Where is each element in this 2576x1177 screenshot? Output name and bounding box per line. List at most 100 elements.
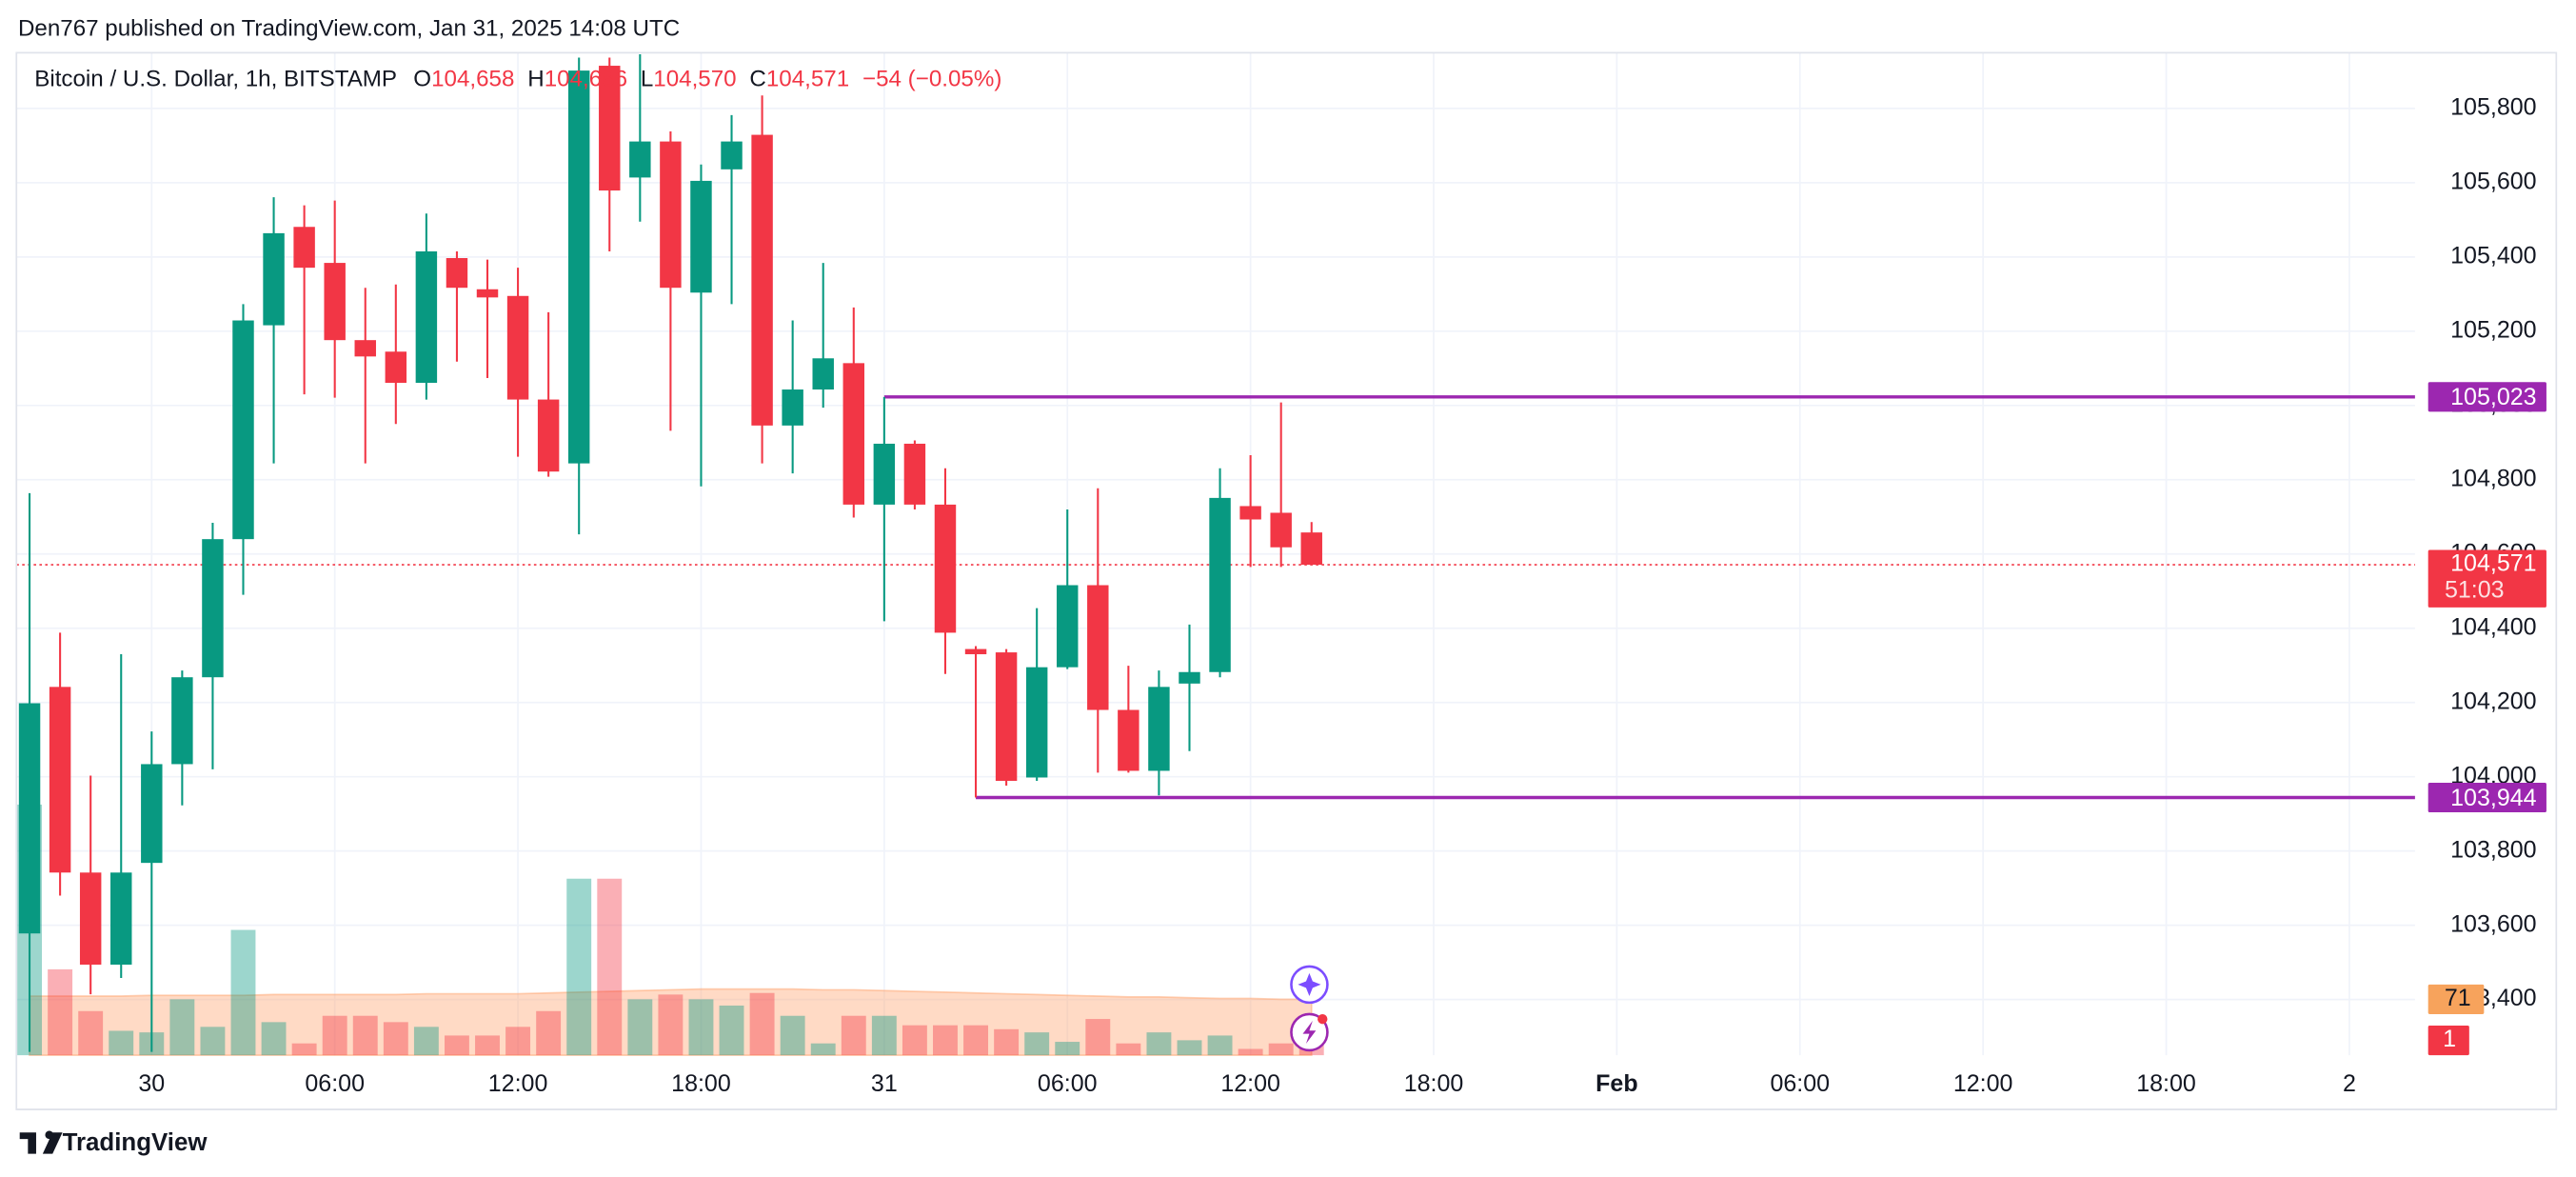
- candle-body: [110, 872, 132, 965]
- x-tick-label: 31: [871, 1070, 898, 1097]
- candle-body: [751, 134, 773, 426]
- candle-body: [232, 320, 254, 540]
- volume-pane: [17, 804, 1324, 1056]
- level-badge: [2427, 382, 2546, 412]
- volume-bar: [352, 1015, 378, 1056]
- volume-badge-label: 1: [2443, 1026, 2456, 1052]
- candle-body: [171, 677, 193, 765]
- candle-body: [1209, 497, 1231, 672]
- legend-value: 104,571: [766, 67, 849, 92]
- sparkle-icon: [1298, 972, 1321, 996]
- candle-body: [812, 358, 834, 390]
- candle-body: [567, 70, 590, 464]
- volume-bar: [169, 999, 195, 1056]
- candle-body: [49, 687, 71, 873]
- volume-bar: [841, 1015, 866, 1056]
- candle-body: [782, 389, 803, 426]
- y-tick-label: 105,200: [2450, 316, 2536, 343]
- volume-bar: [1055, 1042, 1080, 1056]
- y-tick-label: 105,800: [2450, 93, 2536, 120]
- volume-bar: [291, 1043, 317, 1056]
- candle-body: [476, 289, 499, 298]
- tv-logo: [19, 1130, 63, 1154]
- x-tick-label: 06:00: [1038, 1070, 1098, 1097]
- volume-bar: [383, 1022, 408, 1056]
- volume-bar: [1146, 1032, 1172, 1056]
- candle-body: [1300, 532, 1322, 566]
- level-label: 105,023: [2450, 384, 2536, 410]
- volume-ma-badge: [2427, 984, 2485, 1014]
- volume-bar: [261, 1022, 287, 1056]
- candle-body: [1148, 687, 1170, 771]
- volume-badge: [2427, 1026, 2469, 1056]
- volume-bar: [963, 1025, 988, 1056]
- x-tick-label: 30: [138, 1070, 165, 1097]
- volume-bar: [810, 1043, 836, 1056]
- volume-bar: [566, 878, 592, 1056]
- candle-body: [354, 340, 376, 357]
- volume-bar: [475, 1035, 500, 1056]
- volume-bar: [1024, 1032, 1050, 1056]
- legend-key: C: [749, 67, 765, 92]
- volume-bar: [1085, 1019, 1111, 1056]
- volume-ma-area: [29, 987, 1313, 1056]
- legend-key: L: [641, 67, 653, 92]
- y-tick-label: 103,800: [2450, 836, 2536, 863]
- candle-body: [79, 872, 102, 965]
- y-tick-label: 105,400: [2450, 242, 2536, 269]
- candle-body: [415, 250, 438, 384]
- candle-body: [995, 652, 1018, 781]
- volume-bar: [749, 992, 775, 1056]
- level-badge: [2427, 782, 2546, 813]
- candle-body: [964, 648, 987, 655]
- candle-body: [599, 66, 621, 191]
- volume-bar: [871, 1015, 897, 1056]
- volume-bar: [48, 968, 73, 1056]
- candle-body: [202, 539, 224, 678]
- candle-body: [18, 703, 41, 934]
- last-price-label: 104,571: [2450, 550, 2536, 577]
- publish-header: Den767 published on TradingView.com, Jan…: [18, 16, 680, 42]
- symbol-title: Bitcoin / U.S. Dollar, 1h, BITSTAMP: [34, 67, 397, 92]
- candle-body: [293, 227, 315, 269]
- x-tick-label: 06:00: [305, 1070, 365, 1097]
- chart-frame: [15, 51, 2558, 1110]
- x-tick-label: 2: [2343, 1070, 2356, 1097]
- legend-change: −54 (−0.05%): [862, 67, 1001, 92]
- volume-bar: [994, 1028, 1020, 1056]
- x-tick-label: 06:00: [1770, 1070, 1830, 1097]
- ohlc-legend: Bitcoin / U.S. Dollar, 1h, BITSTAMP O104,…: [34, 67, 1001, 92]
- volume-bar: [780, 1015, 805, 1056]
- volume-bar: [78, 1010, 104, 1056]
- volume-bar: [719, 1005, 744, 1056]
- volume-bar: [109, 1030, 134, 1056]
- y-tick-label: 104,200: [2450, 688, 2536, 714]
- level-label: 103,944: [2450, 785, 2537, 811]
- candle-body: [660, 141, 682, 289]
- y-tick-label: 104,800: [2450, 465, 2536, 491]
- x-tick-label: 18:00: [1404, 1070, 1464, 1097]
- notification-dot: [1318, 1013, 1328, 1025]
- countdown-label: 51:03: [2445, 576, 2505, 603]
- x-tick-label: 18:00: [2136, 1070, 2196, 1097]
- legend-value: 104,658: [431, 67, 514, 92]
- volume-bar: [688, 999, 714, 1056]
- x-tick-label: 12:00: [488, 1070, 548, 1097]
- candle-body: [1057, 585, 1079, 668]
- legend-key: H: [527, 67, 544, 92]
- candle-body: [1270, 512, 1292, 548]
- legend-value: 104,570: [653, 67, 736, 92]
- footer: TradingView: [19, 1129, 208, 1156]
- candle-body: [934, 504, 957, 633]
- candle-body: [324, 263, 346, 341]
- candle-body: [537, 399, 560, 472]
- volume-bar: [627, 999, 653, 1056]
- footer-brand: TradingView: [63, 1129, 208, 1156]
- candle-body: [1025, 667, 1048, 778]
- volume-bar: [902, 1025, 927, 1056]
- bolt-icon: [1302, 1020, 1317, 1045]
- y-tick-label: 105,600: [2450, 168, 2536, 194]
- x-tick-label: 18:00: [671, 1070, 731, 1097]
